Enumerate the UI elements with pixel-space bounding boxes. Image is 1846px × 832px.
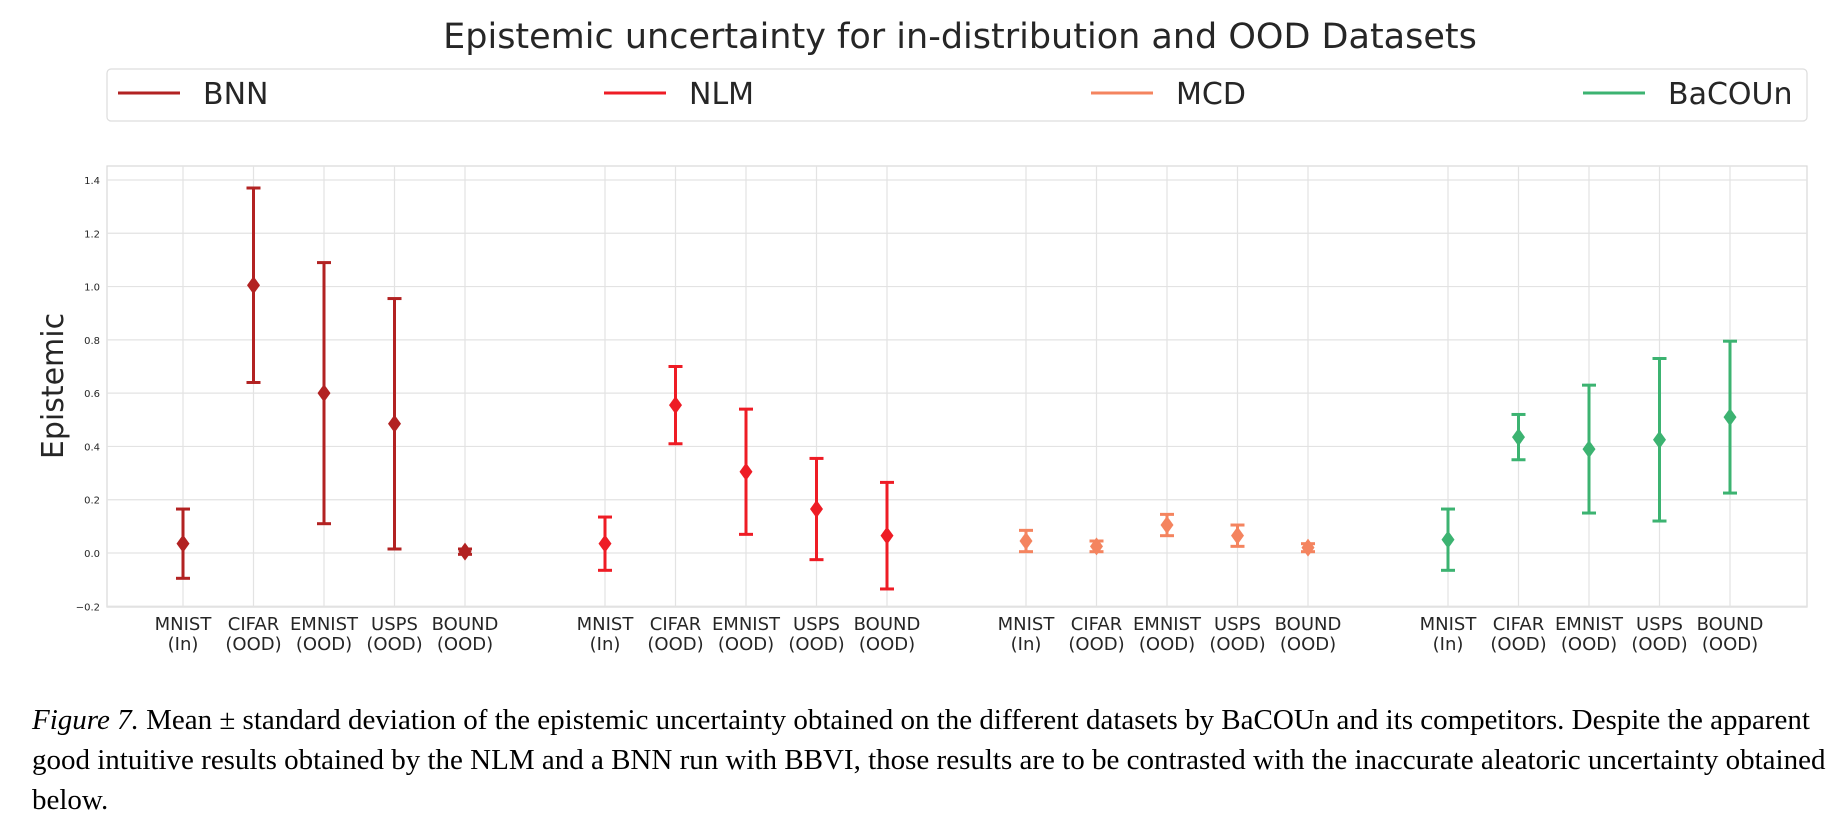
legend-label-mcd: MCD — [1176, 77, 1246, 112]
mean-marker — [1582, 440, 1596, 459]
legend: BNN NLM MCD BaCOUn — [118, 77, 1793, 112]
x-tick-sublabel: (OOD) — [718, 634, 774, 655]
mean-marker — [1019, 532, 1033, 551]
x-tick-label: BOUND — [1697, 614, 1764, 635]
x-tick-label: EMNIST — [1133, 614, 1202, 635]
x-tick-label: MNIST — [1420, 614, 1478, 635]
x-tick-label: BOUND — [854, 614, 921, 635]
x-tick-label: USPS — [793, 614, 840, 635]
x-tick-label: BOUND — [432, 614, 499, 635]
mean-marker — [1723, 408, 1737, 427]
x-tick-label: MNIST — [155, 614, 213, 635]
x-tick-label: MNIST — [577, 614, 635, 635]
x-tick-sublabel: (In) — [1433, 634, 1464, 655]
x-axis-ticks: MNIST(In)CIFAR(OOD)EMNIST(OOD)USPS(OOD)B… — [155, 614, 1764, 655]
x-tick-sublabel: (OOD) — [859, 634, 915, 655]
mean-marker — [598, 534, 612, 553]
y-tick-label: −0.2 — [76, 602, 100, 613]
x-tick-sublabel: (OOD) — [1139, 634, 1195, 655]
y-axis-ticks: 1.4 1.2 1.0 0.8 0.6 0.4 0.2 0.0 −0.2 — [76, 176, 100, 613]
x-tick-label: EMNIST — [712, 614, 781, 635]
x-tick-sublabel: (OOD) — [225, 634, 281, 655]
y-axis-label: Epistemic — [36, 313, 71, 459]
x-tick-sublabel: (OOD) — [1280, 634, 1336, 655]
y-tick-label: 0.6 — [84, 389, 100, 400]
mean-marker — [247, 276, 260, 295]
chart-title: Epistemic uncertainty for in-distributio… — [443, 17, 1477, 57]
legend-box — [106, 68, 1808, 122]
x-tick-label: CIFAR — [1493, 614, 1544, 635]
x-tick-sublabel: (OOD) — [1068, 634, 1124, 655]
x-tick-label: CIFAR — [228, 614, 279, 635]
mean-marker — [1301, 538, 1315, 557]
x-tick-sublabel: (In) — [1011, 634, 1042, 655]
x-tick-label: USPS — [1636, 614, 1683, 635]
x-tick-sublabel: (OOD) — [1702, 634, 1758, 655]
x-tick-sublabel: (OOD) — [437, 634, 493, 655]
x-tick-sublabel: (OOD) — [788, 634, 844, 655]
mean-marker — [1512, 428, 1525, 447]
mean-marker — [1090, 537, 1103, 556]
mean-marker — [317, 384, 331, 403]
y-tick-label: 0.4 — [84, 442, 100, 453]
y-tick-label: 0.8 — [84, 336, 100, 347]
legend-label-nlm: NLM — [689, 77, 754, 112]
y-tick-label: 1.0 — [84, 283, 100, 294]
x-tick-sublabel: (In) — [590, 634, 621, 655]
x-tick-label: CIFAR — [1071, 614, 1122, 635]
plot-area — [106, 165, 1808, 608]
mean-marker — [1653, 430, 1666, 449]
data-marks — [176, 186, 1737, 591]
x-tick-sublabel: (OOD) — [296, 634, 352, 655]
legend-label-bacoun: BaCOUn — [1668, 77, 1793, 112]
y-tick-label: 1.4 — [84, 176, 100, 187]
x-tick-label: MNIST — [998, 614, 1056, 635]
mean-marker — [176, 534, 190, 553]
mean-marker — [1160, 516, 1174, 535]
mean-marker — [1231, 526, 1244, 545]
mean-marker — [739, 462, 753, 481]
mean-marker — [458, 542, 472, 561]
caption-text: Mean ± standard deviation of the epistem… — [32, 704, 1826, 816]
x-tick-label: EMNIST — [290, 614, 359, 635]
mean-marker — [880, 526, 894, 545]
x-tick-sublabel: (OOD) — [1561, 634, 1617, 655]
x-tick-label: USPS — [371, 614, 418, 635]
mean-marker — [669, 396, 682, 415]
mean-marker — [810, 500, 823, 519]
y-tick-label: 0.2 — [84, 496, 100, 507]
x-tick-sublabel: (OOD) — [1631, 634, 1687, 655]
x-tick-sublabel: (OOD) — [647, 634, 703, 655]
y-tick-label: 1.2 — [84, 229, 100, 240]
figure-caption: Figure 7. Mean ± standard deviation of t… — [32, 700, 1832, 820]
legend-label-bnn: BNN — [203, 77, 268, 112]
caption-label: Figure 7. — [32, 704, 139, 736]
x-tick-label: EMNIST — [1555, 614, 1624, 635]
x-tick-sublabel: (OOD) — [1490, 634, 1546, 655]
x-tick-sublabel: (In) — [168, 634, 199, 655]
y-tick-label: 0.0 — [84, 549, 100, 560]
x-tick-label: BOUND — [1275, 614, 1342, 635]
x-tick-sublabel: (OOD) — [366, 634, 422, 655]
mean-marker — [1441, 530, 1455, 549]
x-tick-label: CIFAR — [650, 614, 701, 635]
x-tick-label: USPS — [1214, 614, 1261, 635]
mean-marker — [388, 414, 401, 433]
x-tick-sublabel: (OOD) — [1209, 634, 1265, 655]
